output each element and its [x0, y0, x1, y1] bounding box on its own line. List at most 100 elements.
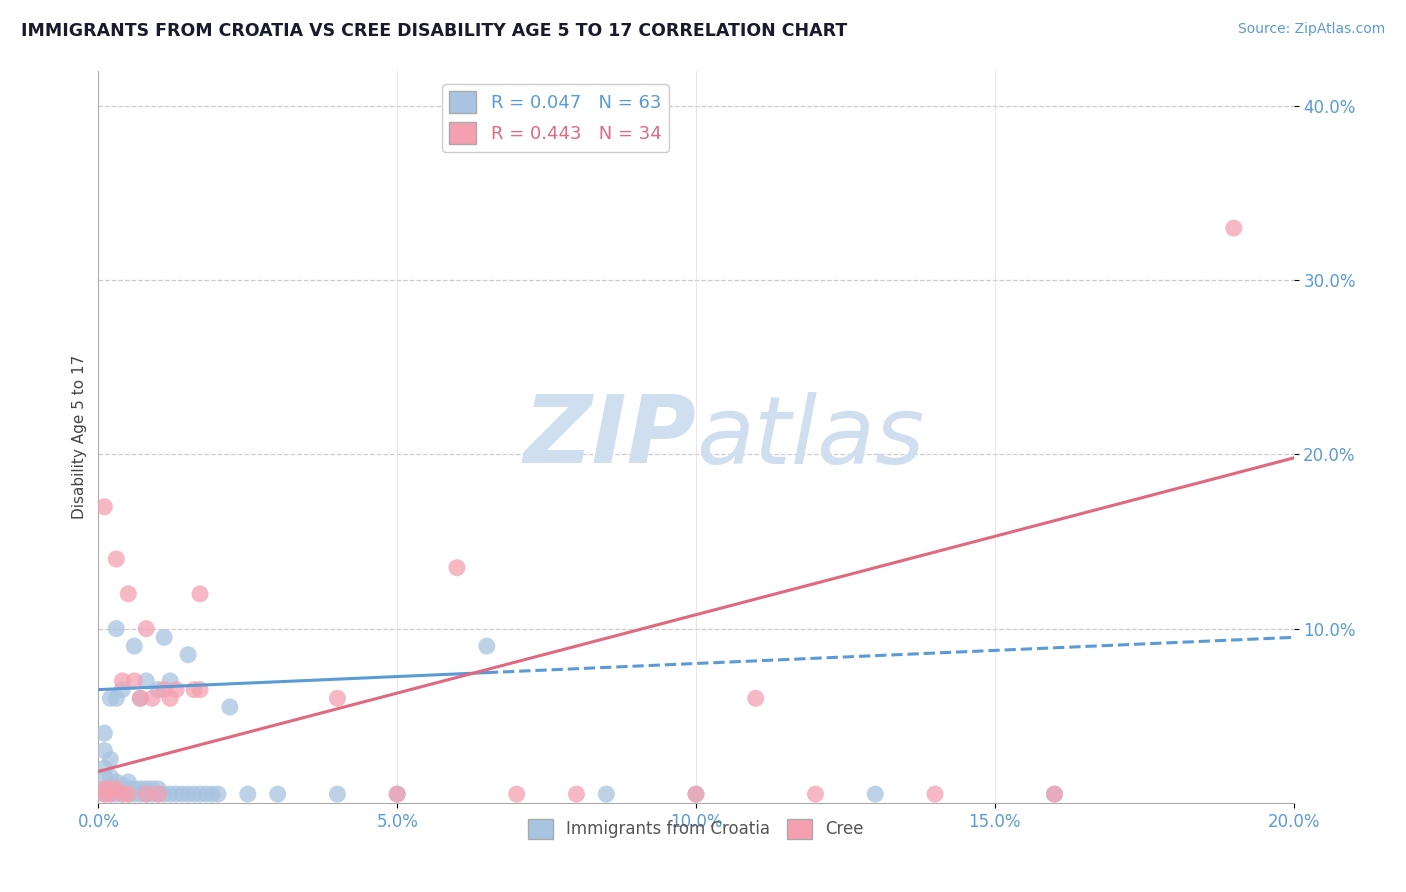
Point — [183, 787, 205, 801]
Point — [98, 778, 122, 792]
Point — [105, 775, 128, 789]
Point — [201, 787, 224, 801]
Point — [1223, 221, 1246, 235]
Point — [446, 560, 468, 574]
Point — [93, 781, 115, 796]
Point — [159, 673, 181, 688]
Point — [385, 787, 409, 801]
Point — [98, 783, 122, 797]
Point — [93, 770, 115, 784]
Point — [117, 775, 139, 789]
Point — [188, 787, 211, 801]
Point — [105, 622, 128, 636]
Text: IMMIGRANTS FROM CROATIA VS CREE DISABILITY AGE 5 TO 17 CORRELATION CHART: IMMIGRANTS FROM CROATIA VS CREE DISABILI… — [21, 22, 848, 40]
Point — [98, 752, 122, 766]
Text: Source: ZipAtlas.com: Source: ZipAtlas.com — [1237, 22, 1385, 37]
Point — [129, 691, 152, 706]
Point — [93, 787, 115, 801]
Point — [129, 787, 152, 801]
Point — [141, 781, 163, 796]
Point — [135, 787, 157, 801]
Point — [177, 787, 200, 801]
Point — [195, 787, 218, 801]
Text: atlas: atlas — [696, 392, 924, 483]
Point — [117, 787, 139, 801]
Point — [165, 787, 187, 801]
Point — [165, 682, 187, 697]
Point — [93, 743, 115, 757]
Point — [111, 787, 134, 801]
Point — [475, 639, 498, 653]
Point — [159, 787, 181, 801]
Point — [129, 781, 152, 796]
Point — [141, 787, 163, 801]
Point — [565, 787, 588, 801]
Point — [93, 761, 115, 775]
Point — [98, 691, 122, 706]
Point — [93, 783, 115, 797]
Point — [207, 787, 229, 801]
Point — [148, 787, 170, 801]
Point — [236, 787, 259, 801]
Point — [219, 700, 242, 714]
Point — [804, 787, 827, 801]
Point — [595, 787, 617, 801]
Point — [135, 787, 157, 801]
Point — [105, 552, 128, 566]
Point — [172, 787, 194, 801]
Point — [183, 682, 205, 697]
Point — [98, 787, 122, 801]
Text: ZIP: ZIP — [523, 391, 696, 483]
Point — [159, 691, 181, 706]
Point — [326, 691, 349, 706]
Point — [506, 787, 529, 801]
Point — [117, 787, 139, 801]
Point — [326, 787, 349, 801]
Point — [153, 631, 176, 645]
Point — [153, 682, 176, 697]
Point — [98, 787, 122, 801]
Point — [153, 787, 176, 801]
Point — [135, 673, 157, 688]
Point — [924, 787, 946, 801]
Point — [177, 648, 200, 662]
Legend: Immigrants from Croatia, Cree: Immigrants from Croatia, Cree — [522, 812, 870, 846]
Point — [111, 781, 134, 796]
Point — [111, 682, 134, 697]
Point — [148, 781, 170, 796]
Point — [148, 682, 170, 697]
Point — [117, 587, 139, 601]
Point — [141, 691, 163, 706]
Point — [124, 781, 146, 796]
Point — [188, 682, 211, 697]
Point — [148, 787, 170, 801]
Point — [111, 673, 134, 688]
Y-axis label: Disability Age 5 to 17: Disability Age 5 to 17 — [72, 355, 87, 519]
Point — [1043, 787, 1066, 801]
Point — [105, 691, 128, 706]
Point — [124, 787, 146, 801]
Point — [111, 778, 134, 792]
Point — [1043, 787, 1066, 801]
Point — [93, 726, 115, 740]
Point — [135, 781, 157, 796]
Point — [111, 787, 134, 801]
Point — [129, 691, 152, 706]
Point — [685, 787, 707, 801]
Point — [865, 787, 887, 801]
Point — [93, 787, 115, 801]
Point — [188, 587, 211, 601]
Point — [385, 787, 409, 801]
Point — [105, 781, 128, 796]
Point — [124, 673, 146, 688]
Point — [124, 639, 146, 653]
Point — [135, 622, 157, 636]
Point — [105, 781, 128, 796]
Point — [98, 781, 122, 796]
Point — [117, 781, 139, 796]
Point — [685, 787, 707, 801]
Point — [93, 781, 115, 796]
Point — [105, 787, 128, 801]
Point — [267, 787, 290, 801]
Point — [93, 785, 115, 799]
